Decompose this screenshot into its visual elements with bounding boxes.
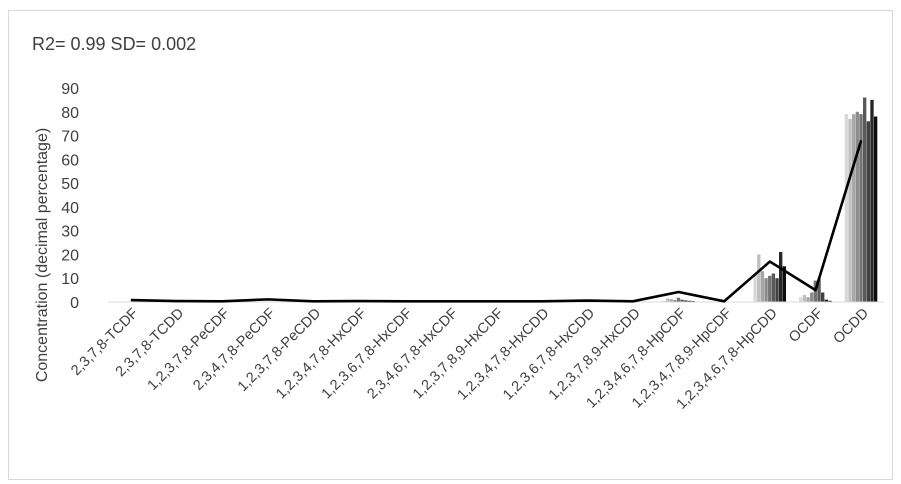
bar-16-series-0 bbox=[844, 114, 849, 302]
axes-group: 0 10 20 30 40 50 60 70 80 90 Concentration (decima… bbox=[34, 81, 884, 413]
bar-12-series-1 bbox=[665, 298, 670, 302]
bar-14-series-7 bbox=[779, 252, 783, 302]
bar-15-series-0 bbox=[799, 297, 803, 302]
bar-12-series-4 bbox=[676, 297, 681, 302]
bar-15-series-2 bbox=[806, 297, 810, 302]
bar-12-series-7 bbox=[687, 300, 692, 302]
bar-15-series-3 bbox=[810, 292, 814, 302]
bar-16-series-1 bbox=[848, 118, 852, 302]
bar-12-series-3 bbox=[673, 300, 677, 302]
y-tick-label-6: 60 bbox=[61, 152, 79, 169]
bar-15-series-8 bbox=[828, 300, 832, 302]
y-tick-label-5: 50 bbox=[61, 176, 79, 193]
y-tick-label-1: 10 bbox=[61, 271, 79, 288]
bar-16-series-8 bbox=[873, 116, 878, 302]
category-label-3: 2,3,4,7,8-PeCDF bbox=[190, 305, 278, 393]
category-label-2: 1,2,3,7,8-PeCDF bbox=[145, 305, 233, 393]
bar-14-series-8 bbox=[782, 266, 787, 302]
category-label-4: 1,2,3,7,8-PeCDD bbox=[235, 306, 324, 395]
bar-14-series-5 bbox=[771, 273, 776, 302]
bar-15-series-1 bbox=[802, 294, 807, 302]
bar-15-series-7 bbox=[824, 299, 829, 302]
bar-12-series-0 bbox=[662, 300, 666, 302]
chart-frame bbox=[8, 10, 893, 480]
bar-16-series-4 bbox=[859, 114, 863, 302]
bar-14-series-1 bbox=[757, 254, 761, 302]
bar-14-series-6 bbox=[775, 278, 779, 302]
y-tick-label-8: 80 bbox=[61, 105, 79, 122]
y-tick-label-9: 90 bbox=[61, 81, 79, 98]
bar-12-series-5 bbox=[680, 299, 684, 302]
y-axis-title: Concentration (decimal percentage) bbox=[34, 128, 51, 382]
bar-14-series-3 bbox=[764, 278, 768, 302]
model-line bbox=[130, 139, 863, 303]
bar-14-series-2 bbox=[760, 271, 765, 302]
bar-16-series-5 bbox=[863, 97, 867, 302]
bar-16-series-2 bbox=[852, 114, 856, 302]
bar-14-series-0 bbox=[753, 273, 757, 302]
bar-14-series-4 bbox=[768, 275, 772, 302]
bar-15-series-5 bbox=[817, 278, 821, 302]
y-tick-label-0: 0 bbox=[70, 295, 79, 312]
y-tick-label-7: 70 bbox=[61, 129, 79, 146]
y-tick-label-3: 30 bbox=[61, 224, 79, 241]
bars-group bbox=[114, 97, 878, 302]
bar-16-series-6 bbox=[866, 121, 870, 302]
y-tick-label-2: 20 bbox=[61, 247, 79, 264]
bar-16-series-7 bbox=[870, 99, 874, 302]
bar-16-series-3 bbox=[855, 111, 860, 302]
stats-annotation: R2= 0.99 SD= 0.002 bbox=[32, 34, 197, 54]
bar-12-series-2 bbox=[669, 299, 673, 302]
bar-12-series-6 bbox=[684, 300, 688, 302]
y-tick-label-4: 40 bbox=[61, 200, 79, 217]
category-label-15: OCDF bbox=[786, 305, 826, 345]
bar-15-series-6 bbox=[821, 292, 825, 302]
category-label-16: OCDD bbox=[830, 306, 872, 348]
